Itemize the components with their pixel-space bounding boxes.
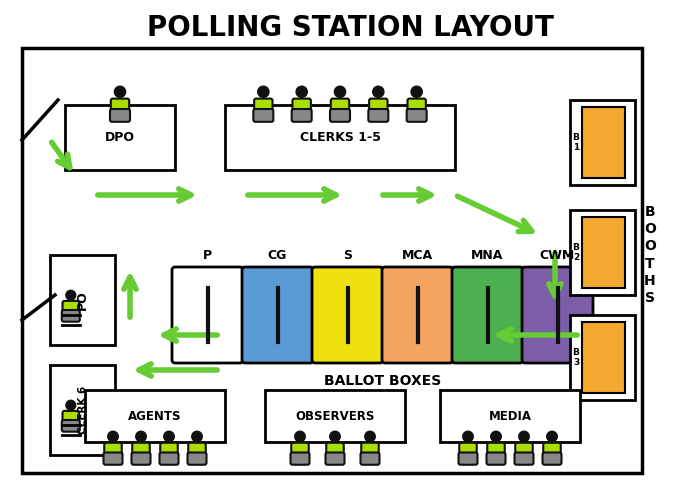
Text: P: P [203, 249, 212, 262]
FancyBboxPatch shape [331, 99, 349, 112]
FancyBboxPatch shape [62, 420, 80, 432]
FancyBboxPatch shape [132, 453, 150, 465]
FancyBboxPatch shape [330, 109, 350, 122]
Circle shape [519, 431, 529, 442]
FancyBboxPatch shape [132, 443, 150, 456]
Circle shape [108, 431, 118, 442]
FancyBboxPatch shape [85, 390, 225, 442]
Text: CLERKS 1-5: CLERKS 1-5 [300, 131, 380, 144]
FancyBboxPatch shape [326, 453, 344, 465]
FancyBboxPatch shape [458, 453, 477, 465]
FancyBboxPatch shape [292, 109, 312, 122]
Circle shape [114, 86, 125, 97]
FancyBboxPatch shape [65, 105, 175, 170]
Circle shape [491, 431, 501, 442]
Circle shape [164, 431, 174, 442]
Circle shape [411, 86, 422, 97]
FancyBboxPatch shape [160, 443, 178, 456]
FancyBboxPatch shape [514, 453, 533, 465]
Circle shape [463, 431, 473, 442]
Text: DPO: DPO [105, 131, 135, 144]
FancyBboxPatch shape [253, 109, 273, 122]
Circle shape [372, 86, 384, 97]
FancyBboxPatch shape [290, 453, 309, 465]
FancyBboxPatch shape [570, 210, 635, 295]
Text: OBSERVERS: OBSERVERS [295, 410, 374, 423]
Circle shape [136, 431, 146, 442]
FancyBboxPatch shape [459, 443, 477, 456]
Text: B
1: B 1 [573, 133, 580, 152]
Circle shape [66, 400, 76, 410]
Circle shape [547, 431, 557, 442]
Circle shape [330, 431, 340, 442]
FancyBboxPatch shape [50, 365, 115, 455]
FancyBboxPatch shape [291, 443, 309, 456]
FancyBboxPatch shape [522, 267, 593, 363]
Circle shape [192, 431, 202, 442]
Text: B
3: B 3 [573, 348, 580, 367]
FancyBboxPatch shape [582, 322, 625, 393]
Text: CG: CG [268, 249, 287, 262]
Text: MEDIA: MEDIA [489, 410, 531, 423]
Text: PO: PO [76, 290, 89, 310]
FancyBboxPatch shape [265, 390, 405, 442]
FancyBboxPatch shape [486, 453, 505, 465]
Circle shape [295, 431, 305, 442]
FancyBboxPatch shape [62, 411, 79, 423]
FancyBboxPatch shape [312, 267, 383, 363]
FancyBboxPatch shape [369, 99, 388, 112]
FancyBboxPatch shape [368, 109, 388, 122]
FancyBboxPatch shape [188, 443, 206, 456]
Text: B
O
O
T
H
S: B O O T H S [644, 205, 656, 305]
Text: BALLOT BOXES: BALLOT BOXES [324, 374, 441, 388]
FancyBboxPatch shape [293, 99, 311, 112]
FancyBboxPatch shape [225, 105, 455, 170]
FancyBboxPatch shape [111, 99, 130, 112]
FancyBboxPatch shape [254, 99, 272, 112]
Circle shape [335, 86, 346, 97]
FancyBboxPatch shape [582, 107, 625, 178]
Circle shape [66, 290, 76, 300]
FancyBboxPatch shape [62, 301, 79, 313]
FancyBboxPatch shape [582, 217, 625, 288]
FancyBboxPatch shape [62, 310, 80, 322]
FancyBboxPatch shape [110, 109, 130, 122]
Text: MNA: MNA [471, 249, 504, 262]
FancyBboxPatch shape [407, 109, 427, 122]
FancyBboxPatch shape [172, 267, 243, 363]
FancyBboxPatch shape [543, 443, 561, 456]
FancyBboxPatch shape [440, 390, 580, 442]
FancyBboxPatch shape [542, 453, 561, 465]
FancyBboxPatch shape [487, 443, 505, 456]
Circle shape [365, 431, 375, 442]
Text: CLERK 6: CLERK 6 [78, 386, 88, 434]
Text: CWM: CWM [540, 249, 575, 262]
FancyBboxPatch shape [570, 100, 635, 185]
FancyBboxPatch shape [22, 48, 642, 473]
FancyBboxPatch shape [515, 443, 533, 456]
FancyBboxPatch shape [407, 99, 426, 112]
Text: S: S [343, 249, 352, 262]
Circle shape [258, 86, 269, 97]
Text: B
2: B 2 [573, 243, 580, 262]
FancyBboxPatch shape [326, 443, 344, 456]
FancyBboxPatch shape [361, 443, 379, 456]
Circle shape [296, 86, 307, 97]
FancyBboxPatch shape [50, 255, 115, 345]
FancyBboxPatch shape [382, 267, 453, 363]
FancyBboxPatch shape [188, 453, 206, 465]
Text: MCA: MCA [402, 249, 433, 262]
FancyBboxPatch shape [360, 453, 379, 465]
FancyBboxPatch shape [452, 267, 523, 363]
Text: AGENTS: AGENTS [128, 410, 182, 423]
FancyBboxPatch shape [104, 453, 122, 465]
FancyBboxPatch shape [104, 443, 122, 456]
FancyBboxPatch shape [570, 315, 635, 400]
FancyBboxPatch shape [160, 453, 178, 465]
Text: POLLING STATION LAYOUT: POLLING STATION LAYOUT [146, 14, 554, 42]
FancyBboxPatch shape [242, 267, 313, 363]
